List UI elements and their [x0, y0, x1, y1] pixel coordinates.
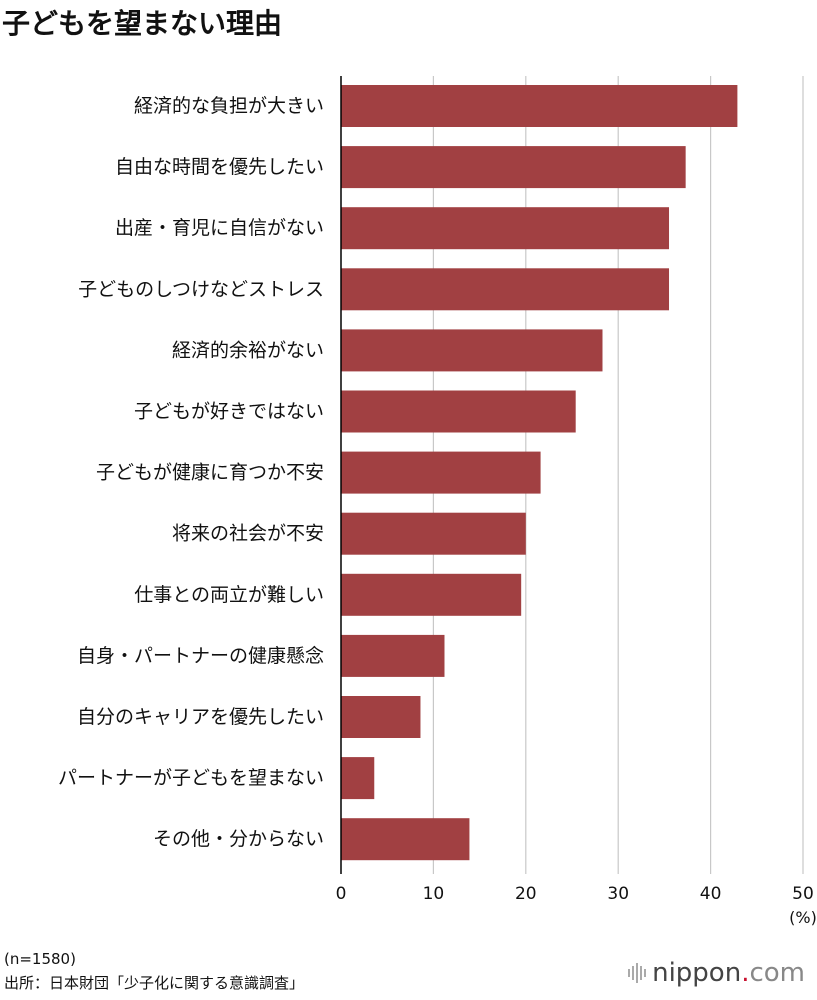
bar-chart: 経済的な負担が大きい自由な時間を優先したい出産・育児に自信がない子どものしつけな…	[58, 76, 817, 927]
source-note: 出所：日本財団「少子化に関する意識調査」	[4, 974, 305, 992]
logo-dot: .	[741, 958, 750, 988]
bar	[341, 268, 670, 311]
category-label: その他・分からない	[153, 828, 324, 850]
bar	[341, 207, 670, 250]
x-tick-label: 40	[700, 884, 722, 904]
category-label: 出産・育児に自信がない	[115, 217, 324, 239]
category-label: 仕事との両立が難しい	[134, 584, 324, 606]
category-label: 子どもが健康に育つか不安	[96, 462, 324, 484]
x-tick-label: 0	[336, 884, 347, 904]
bar	[341, 146, 686, 189]
x-tick-label: 50	[792, 884, 814, 904]
logo-suffix: com	[749, 958, 805, 988]
category-label: パートナーが子どもを望まない	[58, 767, 324, 789]
logo-main: nippon	[652, 958, 742, 988]
category-label: 経済的な負担が大きい	[134, 95, 324, 117]
x-unit-label: (%)	[789, 908, 817, 927]
x-tick-label: 30	[607, 884, 629, 904]
bar	[341, 634, 445, 677]
bar	[341, 573, 522, 616]
bar	[341, 512, 526, 555]
category-label: 自分のキャリアを優先したい	[77, 706, 324, 728]
bar	[341, 696, 421, 738]
bar	[341, 85, 738, 127]
x-tick-label: 10	[423, 884, 445, 904]
nippon-logo: nippon. com	[628, 958, 805, 988]
category-label: 自由な時間を優先したい	[115, 156, 324, 178]
category-label: 子どものしつけなどストレス	[78, 278, 324, 300]
category-label: 将来の社会が不安	[172, 523, 324, 545]
category-label: 子どもが好きではない	[134, 401, 324, 423]
chart-title: 子どもを望まない理由	[2, 7, 283, 40]
bar	[341, 818, 470, 861]
x-tick-label: 20	[515, 884, 537, 904]
sample-size-note: (n=1580)	[4, 950, 76, 968]
bar	[341, 451, 541, 494]
logo-bars-icon	[628, 963, 647, 983]
bar	[341, 390, 576, 433]
category-label: 自身・パートナーの健康懸念	[77, 644, 324, 667]
bar	[341, 329, 603, 372]
category-label: 経済的余裕がない	[172, 339, 324, 361]
bar	[341, 757, 375, 800]
